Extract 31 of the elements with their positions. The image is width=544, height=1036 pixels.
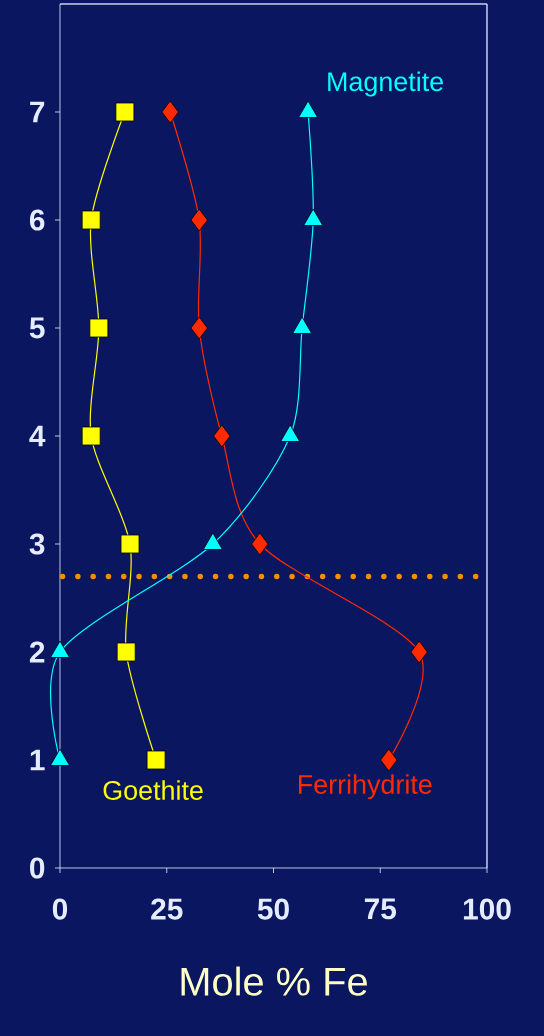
- point: [190, 316, 208, 340]
- y-tick-label: 5: [29, 317, 45, 339]
- x-axis-title: Mole % Fe: [181, 966, 367, 996]
- point: [161, 100, 179, 124]
- point: [120, 534, 140, 554]
- x-tick-label: 100: [463, 898, 511, 920]
- point: [190, 208, 208, 232]
- point: [81, 426, 101, 446]
- point: [380, 748, 398, 772]
- point: [251, 532, 269, 556]
- point: [146, 750, 166, 770]
- y-tick-label: 6: [29, 209, 45, 231]
- y-tick-label: 7: [30, 101, 45, 123]
- x-tick-label: 0: [52, 898, 68, 920]
- y-tick-label: 2: [29, 641, 45, 663]
- point: [81, 210, 101, 230]
- y-tick-label: 1: [30, 749, 45, 771]
- series-label: Goethite: [103, 780, 203, 800]
- point: [115, 102, 135, 122]
- y-tick-label: 3: [29, 533, 45, 555]
- x-tick-label: 25: [151, 898, 183, 920]
- point: [116, 642, 136, 662]
- point: [89, 318, 109, 338]
- point: [213, 424, 231, 448]
- x-tick-label: 50: [257, 898, 289, 920]
- x-tick-label: 75: [364, 898, 397, 920]
- series-label: Magnetite: [328, 71, 443, 97]
- series-label: Ferrihydrite: [298, 774, 432, 800]
- y-tick-label: 4: [29, 425, 46, 447]
- point: [410, 640, 428, 664]
- y-tick-label: 0: [30, 857, 45, 879]
